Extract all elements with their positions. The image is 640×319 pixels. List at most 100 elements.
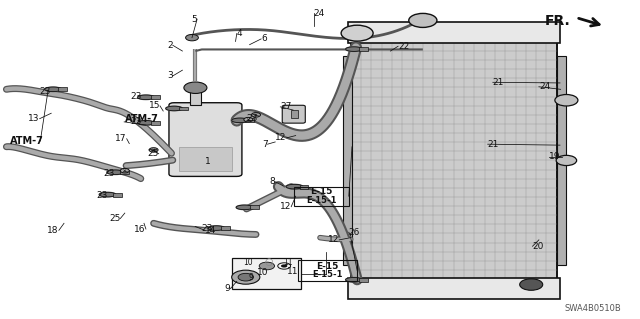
Text: 8: 8 xyxy=(269,177,275,186)
Circle shape xyxy=(120,168,129,173)
Text: 9: 9 xyxy=(248,273,253,282)
Circle shape xyxy=(232,270,260,284)
Text: 7: 7 xyxy=(262,140,268,149)
Circle shape xyxy=(244,117,253,122)
Text: E-15: E-15 xyxy=(310,187,332,196)
Text: 22: 22 xyxy=(398,42,410,51)
Text: 21: 21 xyxy=(488,140,499,149)
Bar xyxy=(232,258,301,289)
Circle shape xyxy=(520,279,543,290)
Text: 23: 23 xyxy=(40,87,51,96)
Text: 25: 25 xyxy=(109,214,120,223)
Text: E-15-1: E-15-1 xyxy=(306,196,337,205)
Text: 25: 25 xyxy=(147,149,159,158)
Polygon shape xyxy=(286,184,303,189)
Bar xyxy=(359,278,368,282)
Text: 14: 14 xyxy=(205,226,216,235)
Text: 23: 23 xyxy=(201,224,212,233)
Text: ATM-7: ATM-7 xyxy=(10,136,44,146)
Text: 26: 26 xyxy=(349,228,360,237)
Polygon shape xyxy=(236,205,253,210)
Text: 23: 23 xyxy=(246,114,258,123)
Text: E-15-1: E-15-1 xyxy=(312,271,343,279)
Circle shape xyxy=(409,13,437,27)
Polygon shape xyxy=(107,170,124,174)
Bar xyxy=(343,56,352,265)
FancyBboxPatch shape xyxy=(282,105,305,123)
Text: 11: 11 xyxy=(284,258,292,267)
Polygon shape xyxy=(208,226,225,230)
Bar xyxy=(359,47,368,51)
Circle shape xyxy=(259,262,275,270)
Circle shape xyxy=(252,113,260,117)
Polygon shape xyxy=(99,192,116,197)
Text: 13: 13 xyxy=(28,114,40,123)
Text: 20: 20 xyxy=(532,242,544,251)
Bar xyxy=(179,107,188,110)
Bar xyxy=(120,170,129,174)
Circle shape xyxy=(281,264,287,268)
Text: 4: 4 xyxy=(237,29,243,38)
Text: 9: 9 xyxy=(225,284,230,293)
Text: 24: 24 xyxy=(314,9,325,18)
Bar xyxy=(151,95,160,99)
Text: E-15: E-15 xyxy=(317,262,339,271)
Text: 1: 1 xyxy=(205,157,211,166)
Text: FR.: FR. xyxy=(545,14,571,28)
Polygon shape xyxy=(138,121,154,125)
Circle shape xyxy=(149,148,158,152)
Text: 5: 5 xyxy=(191,15,197,24)
Bar xyxy=(221,226,230,230)
Text: 23: 23 xyxy=(131,92,142,101)
Bar xyxy=(250,205,259,209)
Text: 6: 6 xyxy=(261,34,267,43)
Text: 12: 12 xyxy=(280,202,291,211)
Bar xyxy=(294,187,349,206)
Bar xyxy=(179,147,232,171)
Text: 23: 23 xyxy=(131,117,142,126)
Text: ATM-7: ATM-7 xyxy=(125,114,159,124)
Text: 10: 10 xyxy=(243,258,253,267)
Bar xyxy=(190,89,201,105)
Polygon shape xyxy=(45,87,61,92)
Text: SWA4B0510B: SWA4B0510B xyxy=(564,304,621,313)
Bar xyxy=(113,193,122,197)
Text: 3: 3 xyxy=(167,71,173,80)
Circle shape xyxy=(238,273,253,281)
Polygon shape xyxy=(166,106,182,111)
Circle shape xyxy=(556,155,577,166)
Polygon shape xyxy=(346,47,362,51)
Polygon shape xyxy=(232,118,248,122)
Text: 27: 27 xyxy=(280,102,292,111)
Polygon shape xyxy=(346,278,362,282)
Text: 17: 17 xyxy=(115,134,127,143)
Circle shape xyxy=(555,94,578,106)
Bar xyxy=(348,278,560,299)
Bar xyxy=(300,185,308,189)
Text: 24: 24 xyxy=(539,82,550,91)
Text: ○: ○ xyxy=(264,257,273,267)
Bar xyxy=(58,87,67,91)
Text: 16: 16 xyxy=(134,225,146,234)
Bar xyxy=(557,56,566,265)
Text: 12: 12 xyxy=(328,235,339,244)
Bar xyxy=(245,118,254,122)
Bar xyxy=(351,24,557,297)
Text: 2: 2 xyxy=(167,41,173,50)
Text: 23: 23 xyxy=(104,169,115,178)
FancyBboxPatch shape xyxy=(169,103,242,176)
Text: 19: 19 xyxy=(549,152,561,161)
Polygon shape xyxy=(138,95,154,100)
Bar xyxy=(291,110,298,118)
Bar xyxy=(298,260,357,281)
Text: 11: 11 xyxy=(287,267,298,276)
Text: 23: 23 xyxy=(96,191,108,200)
Text: 21: 21 xyxy=(493,78,504,87)
Text: 15: 15 xyxy=(148,101,160,110)
Circle shape xyxy=(341,25,373,41)
Text: 18: 18 xyxy=(47,226,59,235)
Bar xyxy=(151,121,160,125)
Circle shape xyxy=(186,34,198,41)
Text: 10: 10 xyxy=(257,268,269,277)
Text: 12: 12 xyxy=(275,133,287,142)
